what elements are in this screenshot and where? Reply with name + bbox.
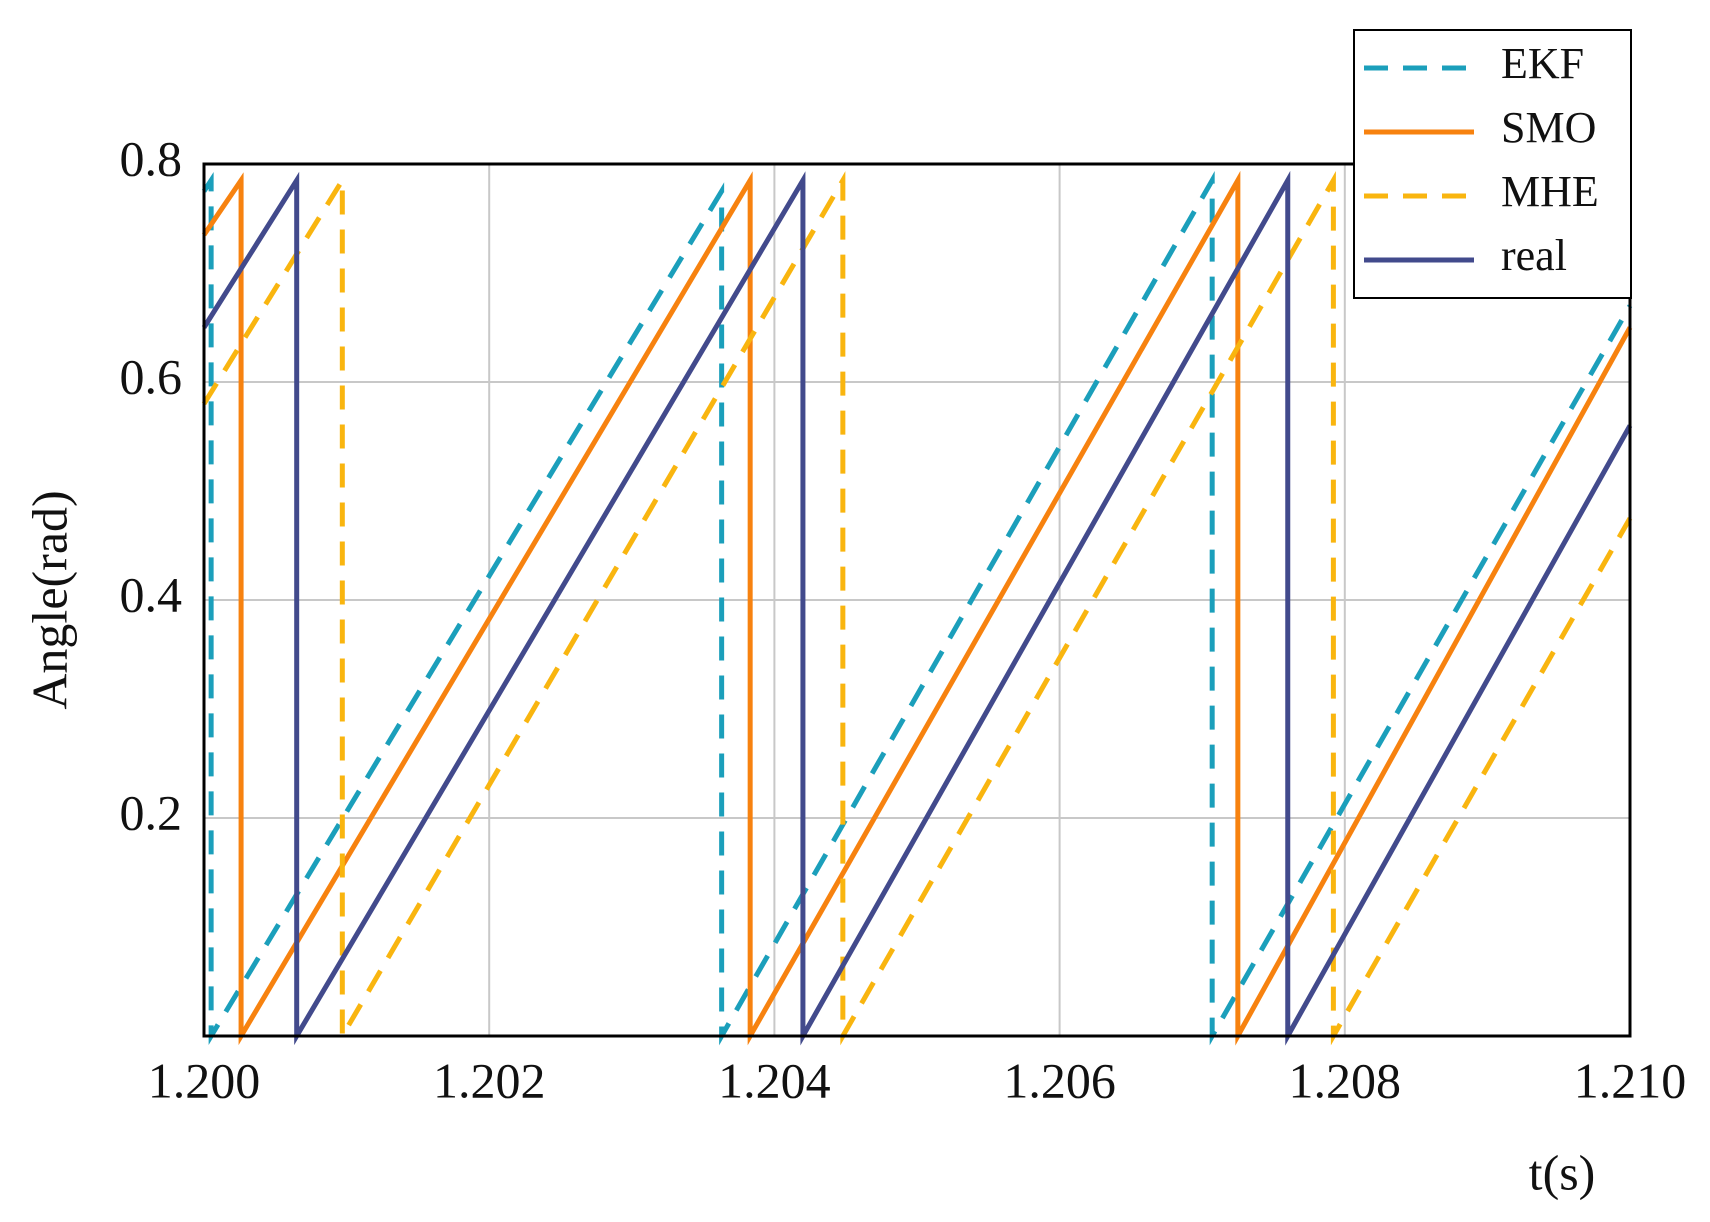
y-tick-label: 0.2 [120, 784, 183, 840]
x-tick-label: 1.210 [1574, 1052, 1687, 1108]
y-tick-label: 0.4 [120, 566, 183, 622]
y-tick-label: 0.8 [120, 130, 183, 186]
series-line [201, 170, 1633, 1046]
x-tick-label: 1.208 [1289, 1052, 1402, 1108]
legend-label: MHE [1501, 167, 1599, 216]
series-line [201, 170, 1633, 1046]
series-line [201, 170, 1633, 1046]
x-tick-label: 1.202 [433, 1052, 546, 1108]
x-tick-label: 1.200 [148, 1052, 261, 1108]
legend-label: SMO [1501, 103, 1596, 152]
x-axis-label: t(s) [1529, 1144, 1596, 1200]
legend-label: real [1501, 231, 1567, 280]
x-tick-label: 1.204 [718, 1052, 831, 1108]
x-tick-label: 1.206 [1003, 1052, 1116, 1108]
y-tick-label: 0.6 [120, 348, 183, 404]
plot-frame [202, 162, 1632, 1038]
legend-label: EKF [1501, 39, 1584, 88]
y-axis-label: Angle(rad) [21, 490, 77, 709]
legend-box [1353, 29, 1632, 299]
series-line [201, 170, 1633, 1046]
